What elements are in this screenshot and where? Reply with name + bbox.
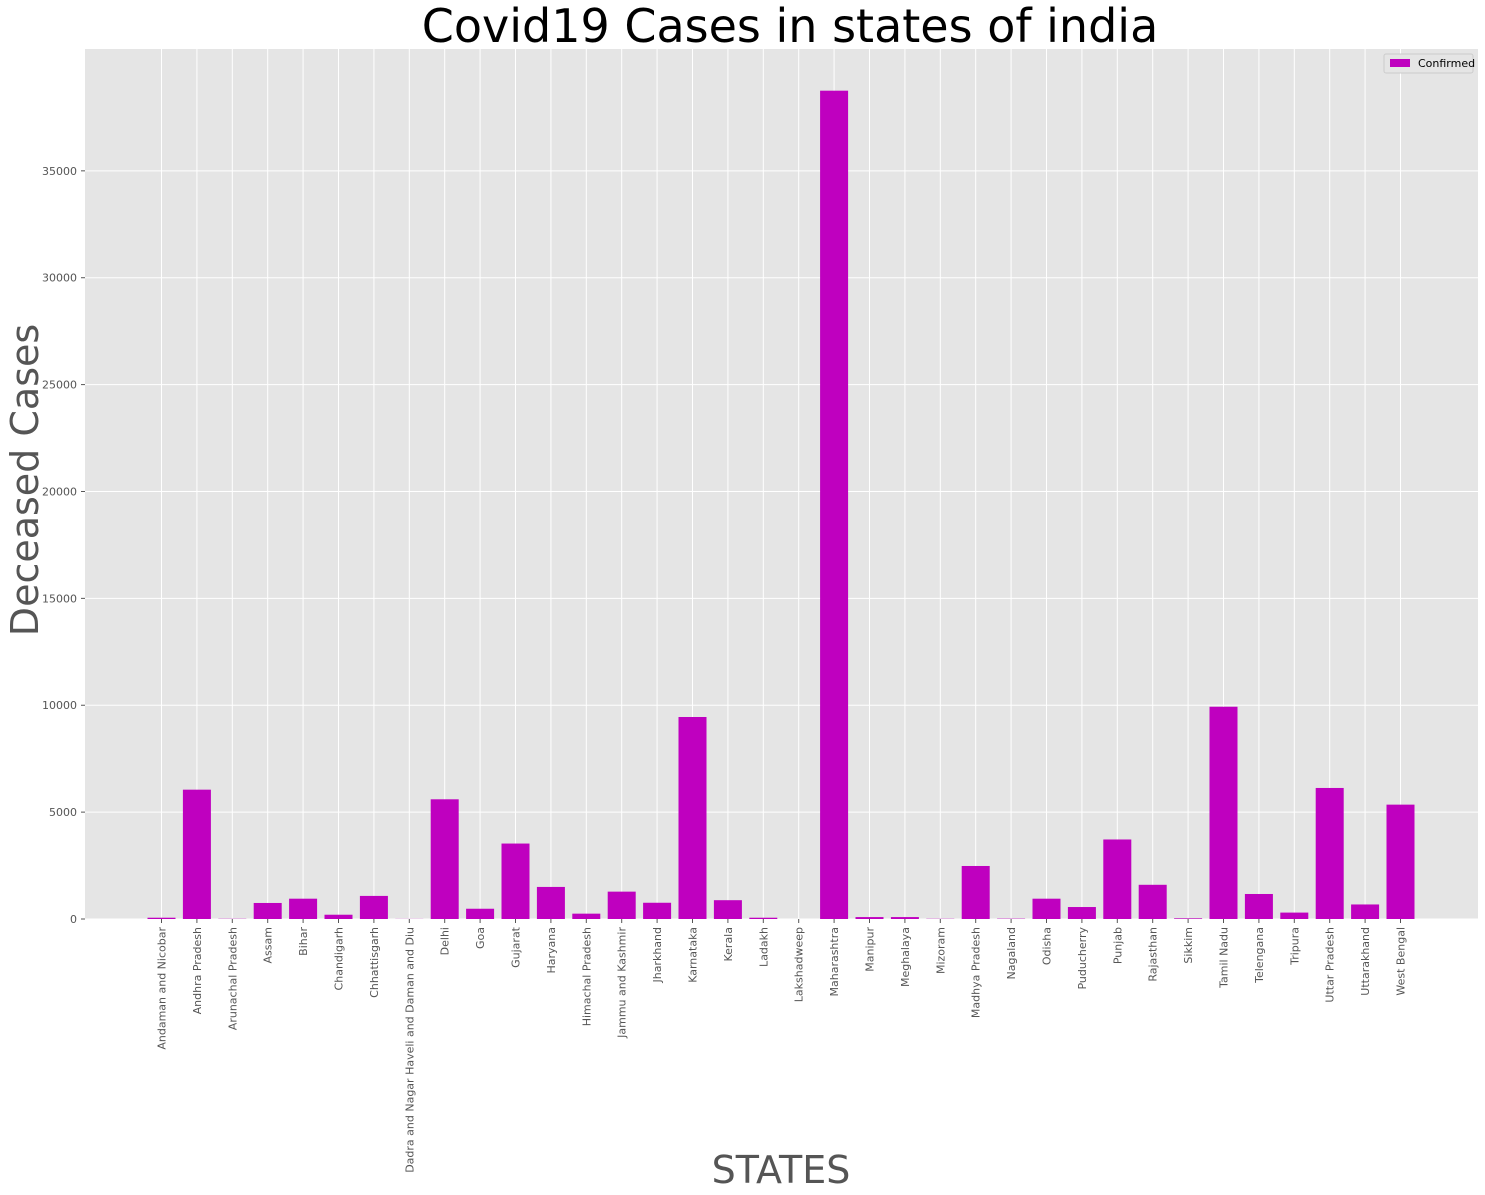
bar (1139, 885, 1167, 919)
bar (679, 717, 707, 919)
x-tick-label: Madhya Pradesh (970, 927, 983, 1018)
x-tick-label: Chandigarh (333, 927, 346, 990)
x-tick-label: Uttar Pradesh (1324, 927, 1337, 1003)
bar (289, 899, 317, 919)
x-tick-label: Odisha (1041, 927, 1054, 965)
bar (1068, 907, 1096, 919)
x-tick-label: Telengana (1253, 927, 1266, 984)
x-tick-label: Nagaland (1005, 927, 1018, 979)
bar (714, 900, 742, 919)
bar (502, 844, 530, 919)
bar (1351, 904, 1379, 919)
bar (1280, 913, 1308, 919)
bar (537, 887, 565, 919)
x-tick-label: West Bengal (1395, 927, 1408, 996)
bar (254, 903, 282, 919)
x-tick-label: Jharkhand (651, 927, 664, 984)
y-tick-label: 15000 (42, 592, 77, 605)
bar (1210, 707, 1238, 919)
bar (183, 790, 211, 919)
x-tick-label: Assam (262, 927, 275, 963)
x-tick-label: Dadra and Nagar Haveli and Daman and Diu (403, 927, 416, 1173)
x-tick-label: Goa (474, 927, 487, 949)
bar (360, 896, 388, 919)
x-tick-label: Gujarat (510, 926, 523, 968)
x-tick-label: Ladakh (757, 927, 770, 967)
y-axis-label: Deceased Cases (3, 324, 47, 636)
x-tick-label: Tripura (1288, 927, 1301, 966)
bar (1033, 899, 1061, 919)
x-tick-label: Sikkim (1182, 927, 1195, 964)
bar (856, 917, 884, 919)
x-tick-label: Mizoram (934, 927, 947, 974)
x-tick-label: Kerala (722, 927, 735, 962)
y-tick-label: 5000 (49, 806, 77, 819)
x-tick-label: Chhattisgarh (368, 927, 381, 998)
x-tick-label: Meghalaya (899, 927, 912, 987)
bar (572, 914, 600, 919)
bar (891, 917, 919, 919)
bar (431, 799, 459, 919)
x-tick-label: Andaman and Nicobar (156, 927, 169, 1050)
x-tick-label: Maharashtra (828, 927, 841, 997)
bar (466, 909, 494, 919)
x-tick-label: Uttarakhand (1359, 927, 1372, 996)
y-axis-ticks: 0 5000 10000 15000 20000 25000 30000 35000 (42, 165, 85, 926)
bar (820, 91, 848, 919)
bar (1245, 894, 1273, 919)
x-tick-label: Andhra Pradesh (191, 927, 204, 1014)
bar (608, 892, 636, 919)
y-tick-label: 30000 (42, 272, 77, 285)
legend: Confirmed (1384, 54, 1475, 73)
bar (1103, 839, 1131, 919)
x-tick-label: Himachal Pradesh (580, 927, 593, 1026)
x-axis-label: STATES (712, 1148, 851, 1192)
y-tick-label: 25000 (42, 379, 77, 392)
x-tick-label: Rajasthan (1147, 927, 1160, 982)
bar (1174, 918, 1202, 919)
bar (1316, 788, 1344, 919)
x-axis-ticks: Andaman and Nicobar Andhra Pradesh Arunach… (156, 919, 1408, 1173)
bar (325, 915, 353, 919)
x-tick-label: Tamil Nadu (1218, 927, 1231, 989)
bar (1387, 805, 1415, 919)
legend-swatch (1390, 59, 1410, 67)
x-tick-label: Bihar (297, 927, 310, 956)
x-tick-label: Manipur (864, 927, 877, 972)
y-tick-label: 35000 (42, 165, 77, 178)
plot-area (85, 49, 1478, 919)
x-tick-label: Karnataka (687, 927, 700, 983)
x-tick-label: Lakshadweep (793, 927, 806, 1002)
x-tick-label: Delhi (439, 927, 452, 955)
legend-label: Confirmed (1418, 57, 1475, 70)
chart-title: Covid19 Cases in states of india (422, 0, 1159, 53)
x-tick-label: Punjab (1111, 927, 1124, 964)
bar (962, 866, 990, 919)
x-tick-label: Haryana (545, 927, 558, 974)
y-tick-label: 10000 (42, 699, 77, 712)
x-tick-label: Puducherry (1076, 927, 1089, 990)
bar (749, 918, 777, 919)
y-tick-label: 0 (70, 913, 77, 926)
x-tick-label: Jammu and Kashmir (616, 927, 629, 1039)
bar (148, 918, 176, 919)
bar (643, 903, 671, 919)
y-tick-label: 20000 (42, 485, 77, 498)
x-tick-label: Arunachal Pradesh (226, 927, 239, 1030)
